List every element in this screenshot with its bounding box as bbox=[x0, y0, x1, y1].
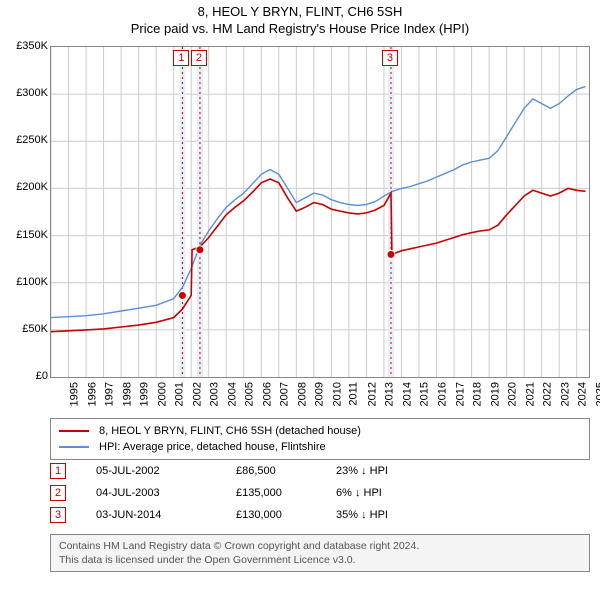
event-date: 03-JUN-2014 bbox=[96, 509, 236, 521]
y-tick-label: £0 bbox=[36, 370, 48, 382]
legend-swatch bbox=[59, 430, 89, 432]
x-tick-label: 2015 bbox=[419, 382, 431, 406]
event-number: 3 bbox=[50, 507, 66, 523]
y-tick-label: £250K bbox=[16, 134, 48, 146]
x-tick-label: 2021 bbox=[524, 382, 536, 406]
legend-label: HPI: Average price, detached house, Flin… bbox=[99, 441, 326, 453]
x-tick-label: 2011 bbox=[348, 382, 360, 406]
x-tick-label: 2022 bbox=[542, 382, 554, 406]
legend-swatch bbox=[59, 446, 89, 448]
x-tick-label: 2000 bbox=[156, 382, 168, 406]
event-price: £86,500 bbox=[236, 465, 336, 477]
y-tick-label: £100K bbox=[16, 276, 48, 288]
x-tick-label: 2019 bbox=[489, 382, 501, 406]
x-tick-label: 1997 bbox=[104, 382, 116, 406]
x-tick-label: 2004 bbox=[226, 382, 238, 406]
legend-row: 8, HEOL Y BRYN, FLINT, CH6 5SH (detached… bbox=[59, 423, 581, 439]
x-tick-label: 2010 bbox=[331, 382, 343, 406]
event-pct: 35% ↓ HPI bbox=[336, 509, 456, 521]
chart-title-address: 8, HEOL Y BRYN, FLINT, CH6 5SH bbox=[0, 4, 600, 19]
x-tick-label: 2005 bbox=[244, 382, 256, 406]
event-number: 2 bbox=[50, 485, 66, 501]
x-tick-label: 2024 bbox=[577, 382, 589, 406]
x-tick-label: 2013 bbox=[384, 382, 396, 406]
x-tick-label: 2001 bbox=[174, 382, 186, 406]
chart-container: 8, HEOL Y BRYN, FLINT, CH6 5SH Price pai… bbox=[0, 0, 600, 590]
x-tick-label: 2017 bbox=[454, 382, 466, 406]
x-tick-label: 2020 bbox=[507, 382, 519, 406]
event-date: 05-JUL-2002 bbox=[96, 465, 236, 477]
event-price: £130,000 bbox=[236, 509, 336, 521]
attribution-line2: This data is licensed under the Open Gov… bbox=[59, 553, 581, 567]
x-tick-label: 2007 bbox=[279, 382, 291, 406]
title-block: 8, HEOL Y BRYN, FLINT, CH6 5SH Price pai… bbox=[0, 0, 600, 36]
event-marker-1: 1 bbox=[173, 50, 189, 66]
event-marker-3: 3 bbox=[382, 50, 398, 66]
x-tick-label: 2008 bbox=[296, 382, 308, 406]
x-tick-label: 2018 bbox=[472, 382, 484, 406]
legend-box: 8, HEOL Y BRYN, FLINT, CH6 5SH (detached… bbox=[50, 418, 590, 460]
x-tick-label: 2009 bbox=[314, 382, 326, 406]
event-price: £135,000 bbox=[236, 487, 336, 499]
chart-svg bbox=[51, 47, 589, 377]
x-tick-label: 1999 bbox=[139, 382, 151, 406]
event-marker-2: 2 bbox=[191, 50, 207, 66]
legend-row: HPI: Average price, detached house, Flin… bbox=[59, 439, 581, 455]
chart-title-subtitle: Price paid vs. HM Land Registry's House … bbox=[0, 21, 600, 36]
y-tick-label: £200K bbox=[16, 181, 48, 193]
event-number: 1 bbox=[50, 463, 66, 479]
x-tick-label: 1995 bbox=[68, 382, 80, 406]
event-date: 04-JUL-2003 bbox=[96, 487, 236, 499]
x-tick-label: 2016 bbox=[436, 382, 448, 406]
x-tick-label: 2023 bbox=[559, 382, 571, 406]
attribution-box: Contains HM Land Registry data © Crown c… bbox=[50, 534, 590, 572]
event-row: 1 05-JUL-2002£86,50023% ↓ HPI bbox=[50, 460, 590, 482]
x-tick-label: 1998 bbox=[121, 382, 133, 406]
legend-label: 8, HEOL Y BRYN, FLINT, CH6 5SH (detached… bbox=[99, 425, 361, 437]
x-tick-label: 2014 bbox=[401, 382, 413, 406]
chart-plot-area bbox=[50, 46, 590, 378]
events-table: 1 05-JUL-2002£86,50023% ↓ HPI 2 04-JUL-2003… bbox=[50, 460, 590, 526]
event-row: 2 04-JUL-2003£135,0006% ↓ HPI bbox=[50, 482, 590, 504]
y-tick-label: £150K bbox=[16, 229, 48, 241]
x-tick-label: 2003 bbox=[209, 382, 221, 406]
x-tick-label: 2025 bbox=[594, 382, 600, 406]
event-pct: 23% ↓ HPI bbox=[336, 465, 456, 477]
y-tick-label: £50K bbox=[22, 323, 48, 335]
event-pct: 6% ↓ HPI bbox=[336, 487, 456, 499]
attribution-line1: Contains HM Land Registry data © Crown c… bbox=[59, 539, 581, 553]
y-tick-label: £350K bbox=[16, 40, 48, 52]
x-tick-label: 1996 bbox=[86, 382, 98, 406]
y-tick-label: £300K bbox=[16, 87, 48, 99]
x-tick-label: 2012 bbox=[366, 382, 378, 406]
event-row: 3 03-JUN-2014£130,00035% ↓ HPI bbox=[50, 504, 590, 526]
x-tick-label: 2006 bbox=[261, 382, 273, 406]
x-tick-label: 2002 bbox=[191, 382, 203, 406]
